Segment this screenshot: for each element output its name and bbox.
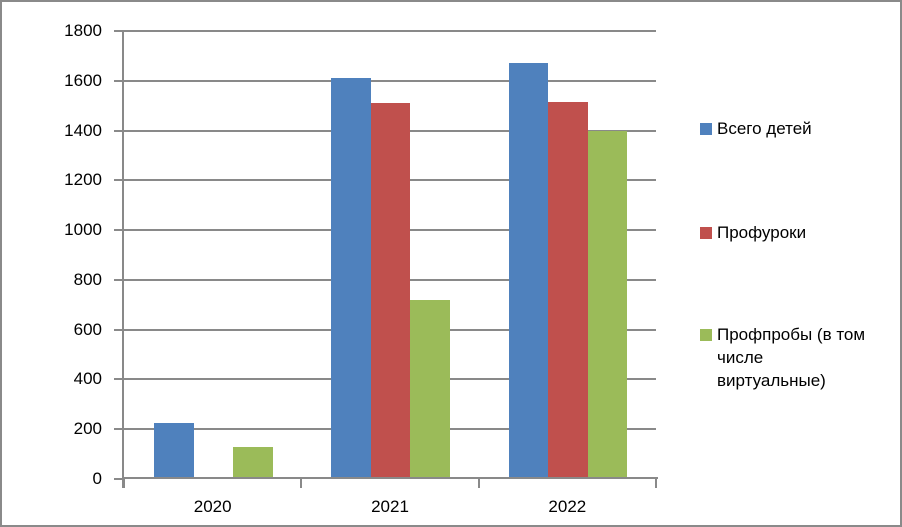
y-tick-800	[114, 278, 124, 281]
x-axis-line	[122, 477, 658, 479]
legend-label: Профуроки	[717, 223, 807, 242]
y-axis-label-600: 600	[73, 319, 102, 339]
legend-swatch-blue-icon	[700, 123, 712, 135]
legend-item-proftrials: Профпробы (в том числе виртуальные)	[700, 323, 890, 392]
y-tick-1000	[114, 229, 124, 232]
legend-label: Всего детей	[717, 119, 812, 138]
bar-2021-series1	[370, 103, 411, 479]
category-tick-0	[123, 479, 125, 488]
y-axis-label-1200: 1200	[64, 170, 102, 190]
y-axis-label-1000: 1000	[64, 220, 102, 240]
category-tick-3	[655, 479, 657, 488]
gridline-1800	[114, 30, 656, 32]
y-axis-line	[122, 31, 124, 488]
gridline-1600	[114, 79, 656, 82]
y-axis-label-200: 200	[73, 419, 102, 439]
y-tick-1400	[114, 129, 124, 132]
y-axis-label-0: 0	[92, 469, 102, 488]
bar-2020-series0	[154, 423, 194, 479]
bar-2021-series0	[331, 78, 371, 479]
bar-2022-series1	[548, 101, 588, 479]
y-tick-200	[114, 428, 124, 431]
legend-item-proflessons: Профуроки	[700, 221, 890, 244]
y-tick-1800	[114, 30, 124, 32]
y-tick-1600	[114, 79, 124, 82]
category-tick-2	[477, 479, 480, 488]
bar-2022-series2	[587, 130, 628, 479]
legend: Всего детей Профуроки Профпробы (в том ч…	[700, 2, 898, 525]
category-tick-1	[300, 479, 303, 488]
bar-2022-series0	[508, 63, 549, 479]
x-axis-label-2022: 2022	[548, 497, 587, 516]
y-tick-0	[114, 478, 124, 480]
plot-area: 0 200 400 600 800 1000 1200 1400 1600 1800 2020 202…	[64, 21, 658, 516]
y-axis-label-1600: 1600	[64, 70, 102, 90]
legend-swatch-red-icon	[700, 227, 712, 239]
y-tick-1200	[114, 179, 124, 182]
bar-2020-series2	[233, 446, 273, 479]
y-tick-400	[114, 378, 124, 381]
y-axis-label-1400: 1400	[64, 120, 102, 140]
x-axis-label-2021: 2021	[371, 497, 409, 516]
y-axis-label-800: 800	[73, 269, 102, 289]
legend-item-total-children: Всего детей	[700, 117, 890, 140]
y-axis-label-1800: 1800	[64, 21, 102, 40]
x-axis-label-2020: 2020	[193, 497, 232, 516]
bar-2021-series2	[410, 299, 450, 479]
legend-label: Профпробы (в том числе виртуальные)	[717, 325, 866, 390]
y-axis-label-400: 400	[73, 369, 102, 389]
legend-swatch-green-icon	[700, 329, 712, 341]
y-tick-600	[114, 328, 124, 331]
